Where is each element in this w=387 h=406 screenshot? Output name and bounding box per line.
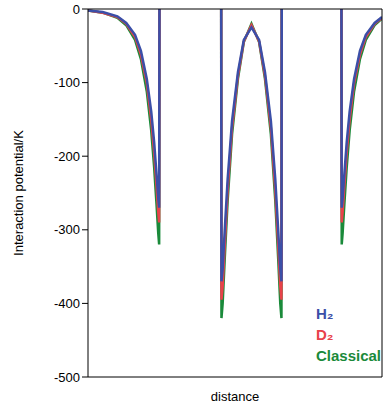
html-text:D₂: D₂ — [316, 326, 334, 343]
html-text:Classical: Classical — [316, 347, 381, 364]
svg-text:Interaction potential/K: Interaction potential/K — [11, 130, 26, 256]
svg-text:distance: distance — [211, 389, 259, 404]
svg-text:-500: -500 — [54, 370, 80, 385]
svg-text:-200: -200 — [54, 149, 80, 164]
svg-text:0: 0 — [73, 2, 80, 17]
html-text:H₂: H₂ — [316, 305, 334, 322]
svg-text:-100: -100 — [54, 75, 80, 90]
svg-text:-400: -400 — [54, 296, 80, 311]
svg-text:-300: -300 — [54, 222, 80, 237]
